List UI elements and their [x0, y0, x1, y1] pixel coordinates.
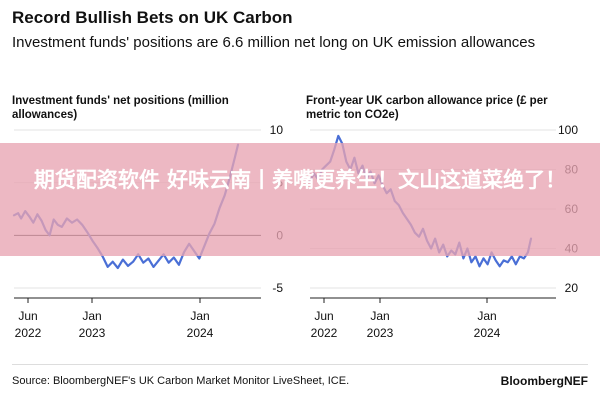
x-tick-label: 2023: [79, 326, 106, 340]
y-tick-label: 100: [558, 123, 578, 137]
x-tick-label: Jan: [370, 309, 389, 323]
brand-logo: BloombergNEF: [500, 374, 588, 388]
left-panel-title: Investment funds' net positions (million…: [12, 95, 229, 121]
y-tick-label: -5: [272, 281, 283, 295]
chart-subtitle: Investment funds' positions are 6.6 mill…: [12, 34, 536, 51]
source-note: Source: BloombergNEF's UK Carbon Market …: [12, 375, 350, 387]
y-tick-label: 10: [270, 123, 284, 137]
chart-title: Record Bullish Bets on UK Carbon: [12, 8, 293, 27]
promo-overlay-banner: [0, 143, 600, 256]
x-tick-label: 2024: [474, 326, 501, 340]
x-tick-label: 2022: [15, 326, 42, 340]
x-tick-label: Jun: [314, 309, 333, 323]
x-tick-label: Jun: [18, 309, 37, 323]
right-panel-title: Front-year UK carbon allowance price (£ …: [306, 95, 548, 121]
x-tick-label: Jan: [190, 309, 209, 323]
promo-overlay-text: 期货配资软件 好味云南丨养嘴更养生！文山这道菜绝了！: [33, 168, 567, 192]
y-tick-label: 20: [565, 281, 579, 295]
x-tick-label: 2024: [187, 326, 214, 340]
footer-divider: [12, 364, 588, 365]
x-tick-label: Jan: [82, 309, 101, 323]
x-tick-label: 2023: [367, 326, 394, 340]
x-tick-label: Jan: [477, 309, 496, 323]
x-tick-label: 2022: [311, 326, 338, 340]
